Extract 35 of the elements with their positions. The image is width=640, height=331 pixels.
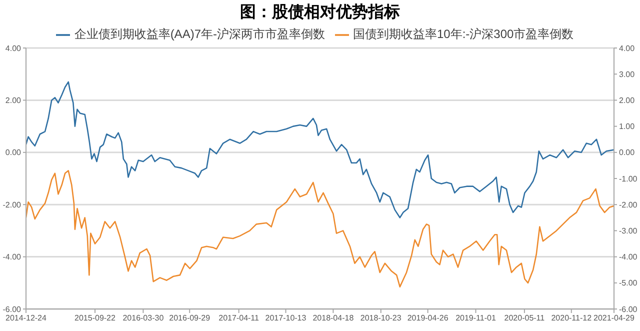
y2-tick-label: 3.00 bbox=[619, 70, 636, 79]
y-tick-label: 0.00 bbox=[5, 148, 22, 158]
legend-label: 国债到期收益率10年:-沪深300市盈率倒数 bbox=[352, 27, 574, 41]
x-tick-label: 2020-05-11 bbox=[504, 314, 546, 323]
x-tick-label: 2016-03-30 bbox=[122, 314, 164, 323]
x-tick-label: 2020-11-12 bbox=[551, 314, 592, 323]
y2-tick-label: 4.00 bbox=[619, 44, 636, 53]
x-tick-label: 2017-04-11 bbox=[218, 314, 260, 323]
x-tick-label: 2016-09-29 bbox=[169, 314, 211, 323]
x-tick-label: 2015-09-22 bbox=[74, 314, 116, 323]
y-tick-label: -4.00 bbox=[2, 252, 22, 262]
y2-tick-label: 1.00 bbox=[619, 122, 636, 132]
y2-tick-label: -3.00 bbox=[619, 226, 638, 236]
y2-tick-label: -5.00 bbox=[619, 278, 638, 288]
y2-tick-label: -6.00 bbox=[619, 304, 638, 314]
y2-tick-label: -1.00 bbox=[619, 174, 638, 184]
x-tick-label: 2019-11-01 bbox=[456, 314, 496, 323]
x-tick-label: 2021-04-29 bbox=[594, 314, 636, 323]
y2-tick-label: 2.00 bbox=[619, 96, 636, 106]
x-tick-label: 2018-10-23 bbox=[360, 314, 402, 323]
y2-tick-label: -4.00 bbox=[619, 252, 638, 262]
x-tick-label: 2019-04-26 bbox=[407, 314, 449, 323]
line-series bbox=[26, 170, 614, 288]
y2-tick-label: 0.00 bbox=[619, 148, 636, 158]
chart-title: 图：股债相对优势指标 bbox=[239, 2, 401, 23]
x-tick-label: 2017-10-13 bbox=[265, 314, 307, 323]
y-tick-label: -2.00 bbox=[2, 200, 22, 210]
y2-tick-label: -2.00 bbox=[619, 200, 638, 210]
x-tick-label: 2018-04-18 bbox=[312, 314, 354, 323]
legend-label: 企业债到期收益率(AA)7年-沪深两市市盈率倒数 bbox=[74, 27, 325, 41]
y-tick-label: 4.00 bbox=[5, 44, 22, 53]
y-tick-label: 2.00 bbox=[5, 96, 22, 106]
y-tick-label: -6.00 bbox=[2, 304, 22, 314]
x-tick-label: 2014-12-24 bbox=[6, 314, 48, 323]
line-series bbox=[26, 81, 614, 218]
